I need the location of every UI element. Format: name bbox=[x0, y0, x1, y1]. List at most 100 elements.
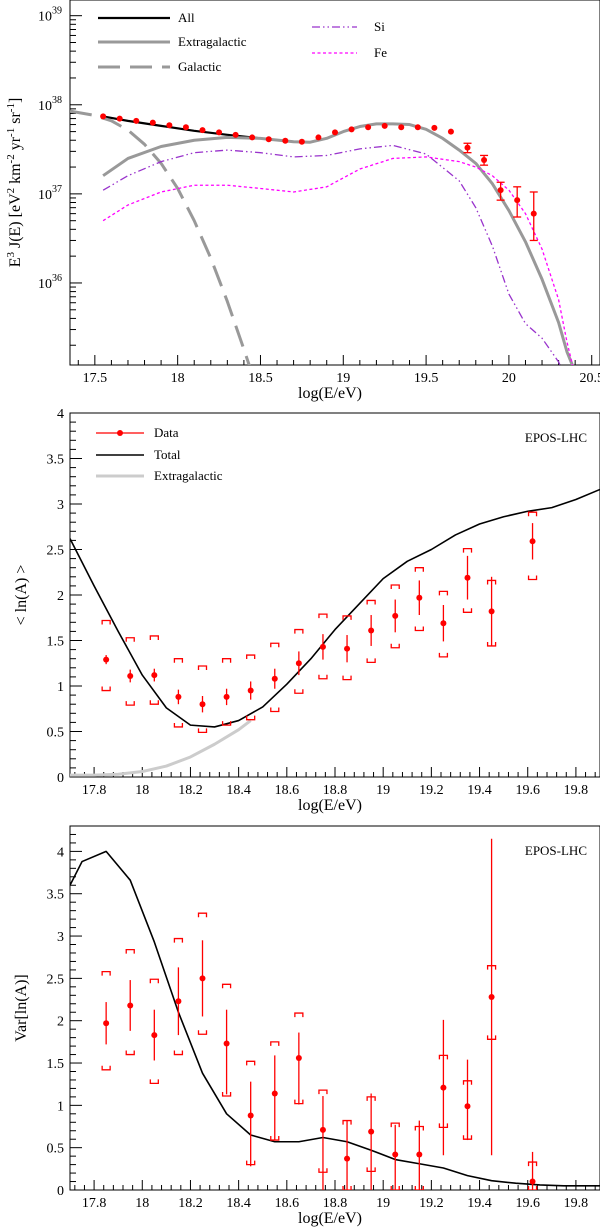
legend-label-si: Si bbox=[374, 19, 385, 34]
sys-bracket-upper bbox=[366, 599, 376, 605]
chart-panel-1: 17.8 18 18.2 18.4 18.6 18.8 19 19.2 19.4 19.6 19.8… bbox=[13, 407, 600, 814]
series-line-total bbox=[70, 850, 600, 1187]
plot-area bbox=[70, 838, 600, 1190]
x-tick-label: 19.2 bbox=[419, 783, 444, 798]
data-point bbox=[216, 129, 223, 136]
data-point bbox=[514, 197, 521, 204]
x-tick-label: 18.5 bbox=[248, 371, 273, 386]
x-tick-label: 18.6 bbox=[275, 783, 300, 798]
y-tick-base: 10 bbox=[38, 99, 52, 114]
y-tick-exp: 37 bbox=[52, 184, 62, 195]
plot-frame bbox=[69, 0, 600, 366]
sys-bracket-upper bbox=[294, 1012, 304, 1018]
x-tick-label: 19 bbox=[376, 783, 390, 798]
y-axis-title-part: 3 bbox=[5, 252, 17, 258]
data-point bbox=[271, 1090, 278, 1097]
data-point bbox=[199, 127, 206, 134]
y-tick-base: 10 bbox=[38, 188, 52, 203]
x-tick-label: 18 bbox=[171, 371, 185, 386]
data-point bbox=[100, 113, 107, 120]
data-point bbox=[447, 128, 454, 135]
data-point bbox=[223, 693, 230, 700]
plot-frame bbox=[69, 412, 600, 778]
data-point bbox=[398, 124, 405, 131]
x-tick-label: 19.2 bbox=[419, 1196, 444, 1211]
data-point bbox=[344, 645, 351, 652]
legend-label: Extragalactic bbox=[154, 468, 223, 483]
y-axis-title-part: E bbox=[7, 258, 24, 268]
data-point bbox=[464, 574, 471, 581]
sys-bracket-lower bbox=[438, 652, 449, 658]
x-tick-label: 19.8 bbox=[564, 1196, 589, 1211]
y-tick-label: 0.5 bbox=[47, 1142, 65, 1157]
x-tick-label: 19.8 bbox=[564, 783, 589, 798]
data-point bbox=[249, 134, 256, 141]
y-tick-label: 0.5 bbox=[47, 726, 65, 741]
sys-bracket-upper bbox=[294, 628, 304, 634]
series-line-total bbox=[70, 488, 600, 728]
y-tick-label: 0 bbox=[57, 771, 64, 786]
data-point bbox=[530, 210, 537, 217]
y-axis-title-part: J(E) [eV bbox=[7, 193, 24, 252]
y-axis-title-part: ] bbox=[7, 98, 24, 103]
y-axis-title-part: sr bbox=[7, 112, 24, 128]
y-tick-label: 1039 bbox=[38, 6, 62, 25]
data-point bbox=[223, 1040, 230, 1047]
data-point bbox=[481, 156, 488, 163]
data-point bbox=[199, 701, 206, 708]
model-annotation: EPOS-LHC bbox=[525, 843, 587, 858]
sys-bracket-upper bbox=[101, 619, 111, 625]
data-point bbox=[199, 975, 206, 982]
data-point bbox=[247, 687, 254, 694]
y-axis-title: < ln(A) > bbox=[13, 565, 30, 626]
sys-bracket-upper bbox=[462, 547, 473, 553]
sys-bracket-lower bbox=[101, 686, 111, 692]
sys-bracket-upper bbox=[149, 635, 159, 640]
series-line-galactic bbox=[70, 109, 251, 365]
data-point bbox=[271, 675, 278, 682]
legend-marker-data bbox=[117, 430, 123, 436]
sys-bracket-lower bbox=[390, 1186, 400, 1190]
sys-bracket-upper bbox=[246, 654, 256, 660]
data-point bbox=[416, 594, 423, 601]
sys-bracket-upper bbox=[173, 658, 184, 663]
sys-bracket-lower bbox=[173, 722, 184, 728]
data-point bbox=[440, 620, 447, 627]
sys-bracket-lower bbox=[197, 728, 208, 734]
y-tick-base: 10 bbox=[38, 277, 52, 292]
sys-bracket-lower bbox=[414, 626, 424, 632]
data-point bbox=[365, 124, 372, 131]
model-annotation: EPOS-LHC bbox=[525, 430, 587, 445]
data-point bbox=[344, 1155, 351, 1162]
chart-panel-2: 17.8 18 18.2 18.4 18.6 18.8 19 19.2 19.4 19.6 19.8… bbox=[13, 825, 600, 1227]
sys-bracket-lower bbox=[527, 1186, 538, 1190]
y-axis-title-part: yr bbox=[7, 136, 24, 154]
legend-label-all: All bbox=[178, 10, 195, 25]
data-point bbox=[392, 1151, 399, 1158]
sys-bracket-upper bbox=[438, 590, 449, 596]
sys-bracket-lower bbox=[318, 674, 328, 680]
sys-bracket-upper bbox=[125, 948, 135, 954]
data-point bbox=[103, 1020, 110, 1027]
x-axis-title: log(E/eV) bbox=[298, 385, 362, 402]
data-point bbox=[127, 672, 134, 679]
legend-label: Total bbox=[154, 447, 181, 462]
legend-label: Data bbox=[154, 425, 179, 440]
sys-bracket-lower bbox=[125, 701, 135, 706]
data-point bbox=[103, 656, 110, 663]
sys-bracket-lower bbox=[101, 1065, 111, 1071]
sys-bracket-lower bbox=[390, 643, 400, 649]
data-point bbox=[431, 124, 438, 131]
y-tick-label: 1.5 bbox=[47, 635, 65, 650]
data-point bbox=[182, 124, 189, 131]
x-tick-label: 19 bbox=[376, 1196, 390, 1211]
data-point bbox=[247, 1112, 254, 1119]
data-point bbox=[151, 672, 158, 679]
y-tick-label: 3 bbox=[57, 930, 64, 945]
x-tick-label: 19 bbox=[336, 371, 350, 386]
y-tick-label: 1 bbox=[57, 1099, 64, 1114]
data-point bbox=[332, 129, 338, 136]
data-point bbox=[175, 998, 182, 1005]
x-tick-label: 17.8 bbox=[82, 783, 107, 798]
